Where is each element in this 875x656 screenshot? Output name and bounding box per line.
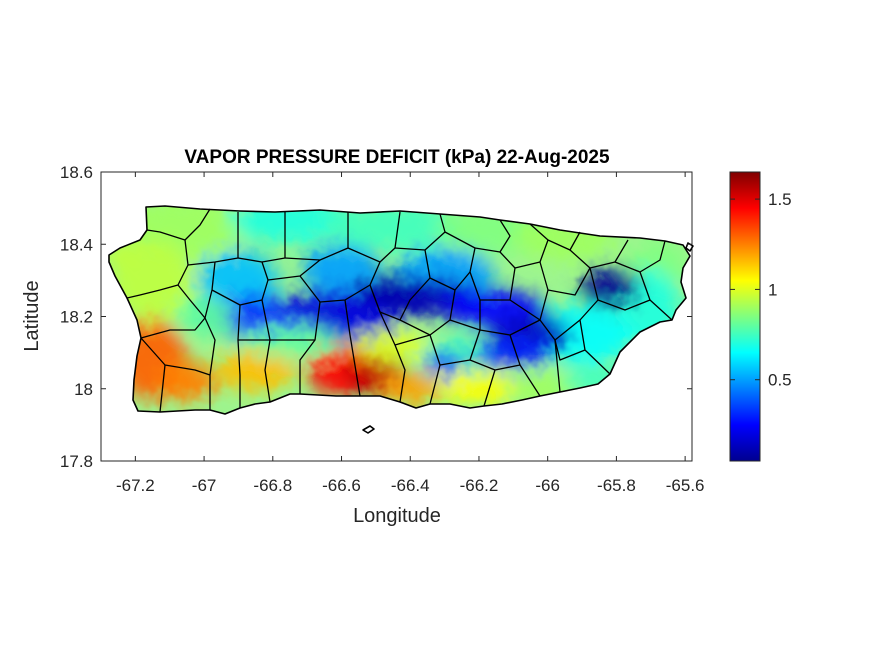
- x-axis: -67.2 -67 -66.8 -66.6 -66.4 -66.2 -66 -65.8 -65.…: [116, 172, 705, 495]
- vpd-blob: [198, 250, 279, 311]
- y-tick-label: 18.2: [60, 308, 93, 327]
- vpd-blob: [579, 267, 640, 308]
- x-tick-label: -66: [535, 476, 560, 495]
- vpd-blob: [380, 373, 441, 404]
- x-tick-label: -67.2: [116, 476, 155, 495]
- vpd-blob: [473, 337, 554, 368]
- colorbar-tick-label: 0.5: [768, 371, 792, 390]
- y-tick-label: 18.4: [60, 235, 93, 254]
- x-tick-label: -66.8: [253, 476, 292, 495]
- municipality-boundaries: [108, 205, 691, 415]
- colorbar: 1.5 1 0.5: [729, 171, 792, 462]
- y-tick-label: 18.6: [60, 163, 93, 182]
- y-tick-label: 18: [74, 380, 93, 399]
- x-tick-label: -65.8: [597, 476, 636, 495]
- plot-title: VAPOR PRESSURE DEFICIT (kPa) 22-Aug-2025: [184, 147, 610, 168]
- vpd-blob: [353, 276, 434, 307]
- vpd-blob: [239, 326, 340, 357]
- vpd-blob: [156, 361, 217, 402]
- x-tick-label: -66.2: [460, 476, 499, 495]
- colorbar-tick-label: 1.5: [768, 190, 792, 209]
- island-outline: [108, 205, 691, 415]
- vpd-blob: [112, 240, 193, 321]
- y-tick-label: 17.8: [60, 452, 93, 471]
- x-axis-label: Longitude: [353, 505, 441, 527]
- x-tick-label: -66.4: [391, 476, 430, 495]
- vpd-blob: [424, 351, 465, 376]
- colorbar-tick-label: 1: [768, 280, 777, 299]
- offshore-islets: [362, 242, 694, 434]
- y-axis-label: Latitude: [21, 280, 43, 351]
- x-tick-label: -65.6: [666, 476, 705, 495]
- y-axis: 18.6 18.4 18.2 18 17.8: [60, 163, 692, 471]
- vpd-blob: [215, 350, 296, 391]
- vpd-blob: [438, 373, 519, 404]
- colorbar-gradient: [729, 171, 761, 462]
- colorbar-ticks: 1.5 1 0.5: [730, 190, 792, 390]
- x-tick-label: -66.6: [322, 476, 361, 495]
- x-tick-label: -67: [192, 476, 217, 495]
- vpd-blob: [353, 330, 434, 361]
- vpd-field: [109, 206, 690, 414]
